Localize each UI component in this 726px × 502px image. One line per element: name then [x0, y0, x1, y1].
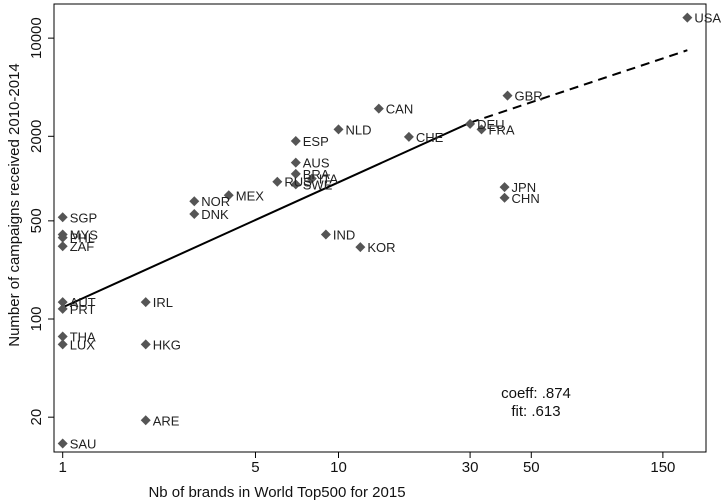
- point-label-che: CHE: [416, 130, 444, 145]
- point-label-mex: MEX: [236, 188, 265, 203]
- fit-line-dashed: [469, 49, 688, 124]
- data-points: [57, 12, 693, 449]
- point-label-tha: THA: [70, 330, 96, 345]
- data-point-deu: [465, 118, 476, 129]
- x-axis-title: Nb of brands in World Top500 for 2015: [148, 484, 405, 501]
- point-label-can: CAN: [386, 102, 413, 117]
- point-label-rus: RUS: [284, 175, 312, 190]
- fit-line-solid: [62, 121, 471, 309]
- fit-line: [62, 49, 688, 309]
- point-label-aut: AUT: [70, 295, 96, 310]
- data-point-swe: [290, 179, 301, 190]
- point-label-sau: SAU: [70, 436, 97, 451]
- point-label-dnk: DNK: [201, 207, 229, 222]
- data-point-jpn: [499, 182, 510, 193]
- data-point-gbr: [502, 90, 513, 101]
- data-point-ind: [320, 229, 331, 240]
- x-tick-label: 150: [650, 459, 675, 476]
- point-label-deu: DEU: [477, 117, 504, 132]
- x-tick-label: 50: [523, 459, 540, 476]
- point-label-prt: PRT: [70, 302, 96, 317]
- data-point-dnk: [189, 208, 200, 219]
- x-tick-label: 10: [330, 459, 347, 476]
- data-point-bra: [290, 168, 301, 179]
- data-point-nld: [333, 124, 344, 135]
- data-point-tha: [57, 331, 68, 342]
- point-label-zaf: ZAF: [70, 239, 95, 254]
- data-point-prt: [57, 303, 68, 314]
- x-tick-label: 30: [462, 459, 479, 476]
- y-tick-label: 20: [28, 409, 45, 426]
- point-label-fra: FRA: [489, 122, 515, 137]
- data-point-lux: [57, 339, 68, 350]
- point-label-kor: KOR: [367, 240, 395, 255]
- point-label-nld: NLD: [346, 122, 372, 137]
- point-label-jpn: JPN: [512, 180, 537, 195]
- point-label-aus: AUS: [303, 156, 330, 171]
- data-point-sgp: [57, 212, 68, 223]
- point-label-gbr: GBR: [515, 89, 543, 104]
- data-point-sau: [57, 438, 68, 449]
- data-point-ita: [306, 173, 317, 184]
- data-point-nor: [189, 196, 200, 207]
- data-point-rus: [272, 176, 283, 187]
- data-point-che: [403, 131, 414, 142]
- point-label-hkg: HKG: [153, 337, 181, 352]
- data-point-usa: [682, 12, 693, 23]
- data-point-esp: [290, 136, 301, 147]
- y-tick-label: 10000: [28, 17, 45, 59]
- data-point-kor: [355, 242, 366, 253]
- point-label-usa: USA: [694, 11, 721, 26]
- axis-ticks: 1 5 10 30 50 150 20 100 500 2000 10000: [28, 17, 675, 476]
- point-label-phl: PHL: [70, 231, 95, 246]
- point-label-lux: LUX: [70, 337, 96, 352]
- point-label-are: ARE: [153, 413, 180, 428]
- data-point-are: [140, 415, 151, 426]
- point-label-irl: IRL: [153, 295, 173, 310]
- data-point-hkg: [140, 339, 151, 350]
- x-tick-label: 1: [59, 459, 67, 476]
- y-tick-label: 2000: [28, 120, 45, 153]
- x-tick-label: 5: [251, 459, 259, 476]
- point-label-nor: NOR: [201, 194, 230, 209]
- point-label-ita: ITA: [319, 172, 339, 187]
- point-label-swe: SWE: [303, 177, 333, 192]
- data-point-zaf: [57, 241, 68, 252]
- point-label-sgp: SGP: [70, 210, 97, 225]
- point-label-bra: BRA: [303, 167, 330, 182]
- point-label-chn: CHN: [512, 191, 540, 206]
- data-point-phl: [57, 232, 68, 243]
- plot-frame: [53, 3, 707, 453]
- point-label-esp: ESP: [303, 134, 329, 149]
- point-label-ind: IND: [333, 227, 355, 242]
- y-tick-label: 500: [28, 208, 45, 233]
- data-point-can: [373, 103, 384, 114]
- data-point-fra: [476, 124, 487, 135]
- data-point-aus: [290, 157, 301, 168]
- data-point-mex: [223, 190, 234, 201]
- y-tick-label: 100: [28, 306, 45, 331]
- annotation-fit: fit: .613: [511, 403, 560, 420]
- data-point-irl: [140, 297, 151, 308]
- annotation-coeff: coeff: .874: [501, 385, 571, 402]
- point-label-mys: MYS: [70, 227, 99, 242]
- y-axis-title: Number of campaigns received 2010-2014: [6, 63, 23, 347]
- data-point-aut: [57, 297, 68, 308]
- data-point-chn: [499, 192, 510, 203]
